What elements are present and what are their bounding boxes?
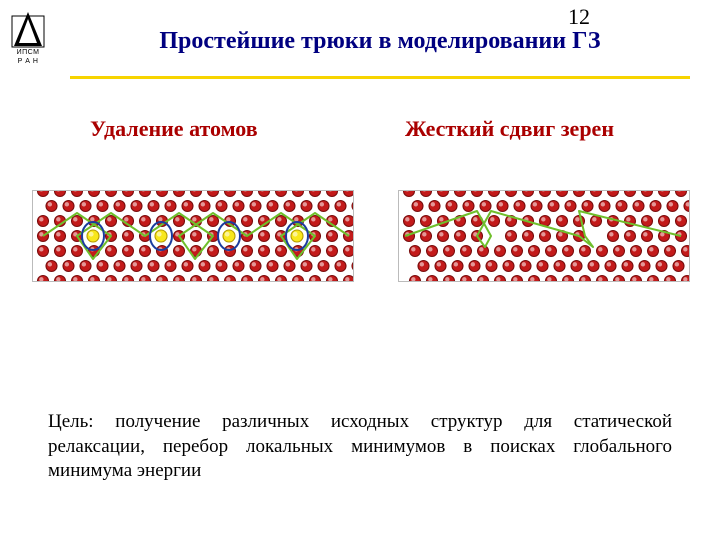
title-underline — [70, 76, 690, 79]
diagram-rigid-shift — [398, 190, 690, 282]
logo-text-bottom: Р А Н — [8, 58, 48, 66]
goal-text: Цель: получение различных исходных струк… — [48, 410, 672, 484]
subtitle-atom-removal: Удаление атомов — [90, 116, 258, 142]
page-number: 12 — [568, 4, 590, 30]
slide-title: Простейшие трюки в моделировании ГЗ — [80, 28, 680, 55]
logo-mark — [11, 10, 45, 48]
subtitle-rigid-shift: Жесткий сдвиг зерен — [405, 116, 614, 142]
institute-logo: ИПСМ Р А Н — [8, 10, 48, 65]
logo-text-top: ИПСМ — [8, 49, 48, 57]
diagram-atom-removal — [32, 190, 354, 282]
